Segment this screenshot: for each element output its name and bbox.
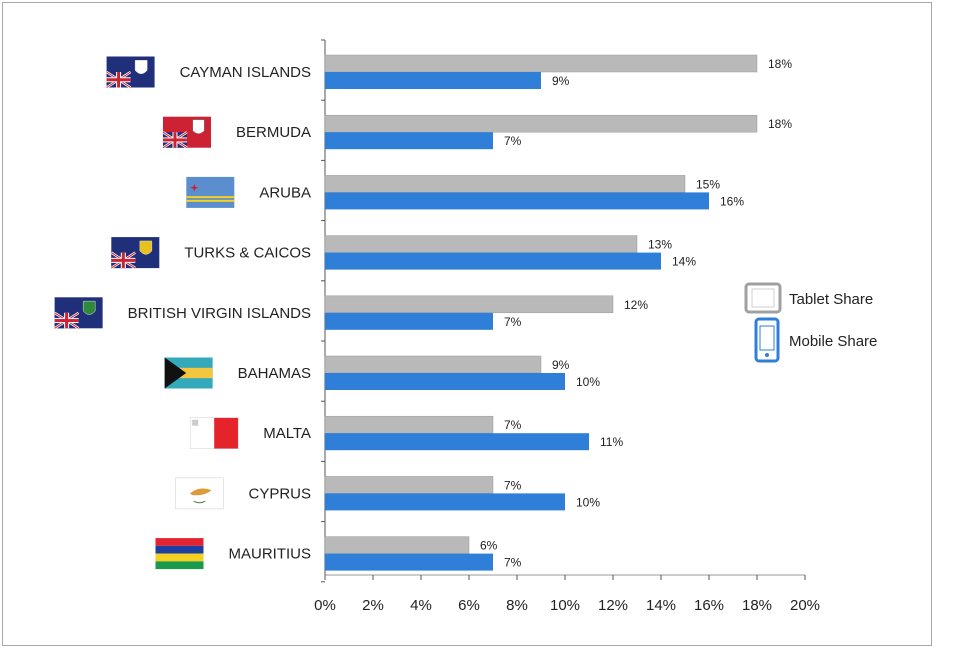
x-tick-label: 12% (598, 597, 628, 614)
category-label: CAYMAN ISLANDS (180, 64, 311, 81)
data-label-mobile: 11% (600, 435, 623, 449)
x-tick-label: 4% (410, 597, 432, 614)
bar-tablet-share (324, 295, 614, 314)
bar-mobile-share (325, 132, 493, 150)
legend-label-tablet: Tablet Share (789, 291, 873, 308)
data-label-mobile: 9% (552, 74, 570, 88)
data-label-mobile: 16% (720, 194, 744, 208)
data-label-tablet: 7% (504, 418, 522, 432)
data-label-mobile: 10% (576, 495, 600, 509)
british-virgin-islands-flag (53, 297, 103, 330)
bar-tablet-share (324, 54, 758, 73)
x-tick-label: 10% (550, 597, 580, 614)
bar-mobile-share (325, 192, 709, 210)
data-label-mobile: 7% (504, 134, 522, 148)
x-tick-label: 20% (790, 597, 820, 614)
category-label: BAHAMAS (238, 365, 311, 382)
cayman-flag (105, 56, 155, 89)
malta-flag (189, 417, 239, 449)
x-tick-label: 14% (646, 597, 676, 614)
bermuda-flag (162, 116, 211, 149)
mobile-home-button (765, 353, 769, 357)
cyprus-flag (175, 477, 224, 510)
aruba-flag (186, 176, 235, 208)
x-tick-label: 2% (362, 597, 384, 614)
tablet-screen (751, 288, 775, 308)
data-label-tablet: 6% (480, 539, 498, 553)
bar-mobile-share (325, 493, 565, 511)
data-label-mobile: 7% (504, 556, 522, 570)
category-label: BRITISH VIRGIN ISLANDS (128, 305, 311, 322)
category-label: ARUBA (259, 184, 311, 201)
bahamas-flag (164, 357, 213, 389)
bar-mobile-share (325, 72, 541, 89)
bar-tablet-share (324, 114, 758, 133)
data-label-tablet: 12% (624, 298, 648, 312)
data-label-tablet: 9% (552, 358, 570, 372)
data-label-mobile: 7% (504, 315, 522, 329)
bar-mobile-share (325, 252, 661, 270)
mauritius-flag (155, 538, 204, 570)
category-label: MALTA (263, 425, 311, 442)
x-tick-label: 18% (742, 597, 772, 614)
data-label-tablet: 18% (768, 57, 792, 71)
data-label-tablet: 7% (504, 478, 522, 492)
bar-tablet-share (324, 175, 686, 193)
legend-label-mobile: Mobile Share (789, 333, 877, 350)
category-label: TURKS & CAICOS (184, 245, 311, 262)
x-tick-label: 6% (458, 597, 480, 614)
bar-mobile-share (325, 312, 493, 330)
bar-mobile-share (325, 553, 493, 571)
category-label: MAURITIUS (229, 546, 312, 563)
data-label-mobile: 14% (672, 255, 696, 269)
bar-tablet-share (324, 536, 470, 554)
category-label: BERMUDA (236, 124, 311, 141)
bar-mobile-share (325, 433, 589, 451)
x-tick-label: 0% (314, 597, 336, 614)
bar-tablet-share (324, 355, 542, 374)
data-label-tablet: 18% (768, 117, 792, 131)
bar-tablet-share (324, 476, 494, 494)
data-label-tablet: 13% (648, 238, 672, 252)
x-tick-label: 16% (694, 597, 724, 614)
x-tick-label: 8% (506, 597, 528, 614)
category-label: CYPRUS (248, 485, 311, 502)
bar-tablet-share (324, 415, 494, 434)
mobile-screen (759, 325, 775, 351)
data-label-tablet: 15% (696, 177, 720, 191)
bar-mobile-share (325, 373, 565, 390)
data-label-mobile: 10% (576, 375, 600, 389)
legend: Tablet Share Mobile Share (744, 282, 877, 363)
turks-caicos-flag (110, 237, 160, 270)
bar-tablet-share (324, 235, 638, 253)
